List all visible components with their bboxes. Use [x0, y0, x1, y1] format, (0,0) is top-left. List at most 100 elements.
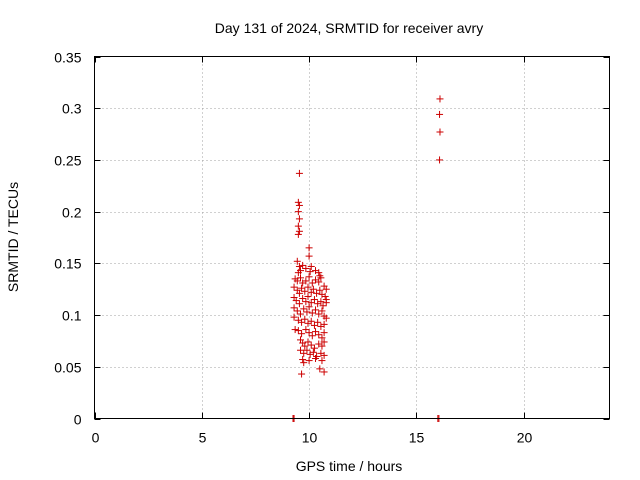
data-point: [295, 215, 303, 223]
grid-layer: [94, 56, 610, 419]
data-point: [322, 285, 330, 293]
data-point: [293, 277, 301, 285]
data-point: [305, 357, 313, 365]
data-point: [298, 330, 306, 338]
data-point: [322, 314, 330, 322]
data-point: [294, 208, 302, 216]
data-point: [318, 342, 326, 350]
data-point: [308, 309, 316, 317]
data-point: [304, 338, 312, 346]
data-point: [320, 329, 328, 337]
data-point: [290, 313, 298, 321]
data-point: [295, 201, 303, 209]
data-point: [291, 326, 299, 334]
data-point: [305, 303, 313, 311]
data-point: [292, 297, 300, 305]
data-point: [318, 357, 326, 365]
data-point: [290, 283, 298, 291]
data-point: [305, 252, 313, 260]
y-axis-label: SRMTID / TECUs: [5, 182, 21, 292]
data-point: [321, 292, 329, 300]
data-point: [317, 298, 325, 306]
data-point: [320, 320, 328, 328]
data-point: [319, 302, 327, 310]
y-tick-label: 0.05: [54, 360, 81, 376]
data-point: [299, 295, 307, 303]
data-point: [298, 318, 306, 326]
data-point: [304, 283, 312, 291]
x-tick-label: 5: [199, 430, 207, 446]
data-point: [316, 286, 324, 294]
ticks-layer: [94, 56, 610, 420]
data-point: [300, 305, 308, 313]
data-point: [302, 277, 310, 285]
y-tick-label: 0: [74, 412, 82, 428]
x-tick-label: 15: [409, 430, 425, 446]
data-point: [313, 289, 321, 297]
data-point: [298, 370, 306, 378]
data-point: [310, 321, 318, 329]
data-point: [303, 346, 311, 354]
data-point: [301, 315, 309, 323]
data-point: [307, 341, 315, 349]
labels-layer: 0 5 10 15 20 0 0.05 0.1 0.15 0.2 0.25 0.3 0.35: [54, 50, 532, 446]
data-point: [308, 332, 316, 340]
data-point: [309, 348, 317, 356]
data-point: [300, 359, 308, 367]
data-point: [303, 308, 311, 316]
data-point: [310, 296, 318, 304]
data-point: [295, 227, 303, 235]
data-point: [300, 349, 308, 357]
data-point: [307, 317, 315, 325]
chart-title: Day 131 of 2024, SRMTID for receiver avr…: [215, 20, 483, 36]
data-point: [312, 306, 320, 314]
data-point: [309, 285, 317, 293]
data-point: [302, 298, 310, 306]
data-point: [310, 344, 318, 352]
x-tick-label: 0: [92, 430, 100, 446]
data-point: [304, 292, 312, 300]
data-point: [314, 318, 322, 326]
data-point: [306, 268, 314, 276]
x-tick-label: 10: [302, 430, 318, 446]
x-axis-label: GPS time / hours: [296, 458, 403, 474]
data-point: [297, 274, 304, 282]
data-point: [315, 269, 323, 277]
data-point: [307, 299, 315, 307]
data-point: [294, 198, 302, 206]
data-point: [302, 326, 310, 334]
data-point: [308, 279, 316, 287]
plot-frame: [94, 56, 610, 419]
data-point: [305, 329, 313, 337]
data-point: [294, 230, 302, 238]
data-point: [295, 169, 303, 177]
data-point: [297, 310, 304, 318]
data-point: [290, 304, 298, 312]
data-point: [320, 338, 328, 346]
data-point: [294, 269, 302, 277]
points-layer: [289, 95, 444, 422]
data-point: [299, 261, 307, 269]
data-point: [320, 351, 328, 359]
data-point: [436, 110, 444, 118]
data-point: [293, 257, 301, 265]
data-point: [301, 287, 309, 295]
data-point: [315, 331, 323, 339]
data-point: [436, 95, 444, 103]
data-point: [307, 262, 315, 270]
y-tick-label: 0.1: [62, 308, 82, 324]
data-point: [293, 307, 301, 315]
data-point: [436, 128, 444, 136]
data-point: [318, 307, 326, 315]
data-point: [317, 274, 325, 282]
y-tick-label: 0.25: [54, 153, 81, 169]
data-point: [305, 244, 313, 252]
y-tick-label: 0.15: [54, 256, 81, 272]
data-point: [305, 273, 313, 281]
y-tick-label: 0.3: [62, 101, 82, 117]
x-tick-label: 20: [517, 430, 533, 446]
data-point: [302, 265, 310, 273]
data-point: [315, 278, 323, 286]
data-point: [320, 368, 328, 376]
